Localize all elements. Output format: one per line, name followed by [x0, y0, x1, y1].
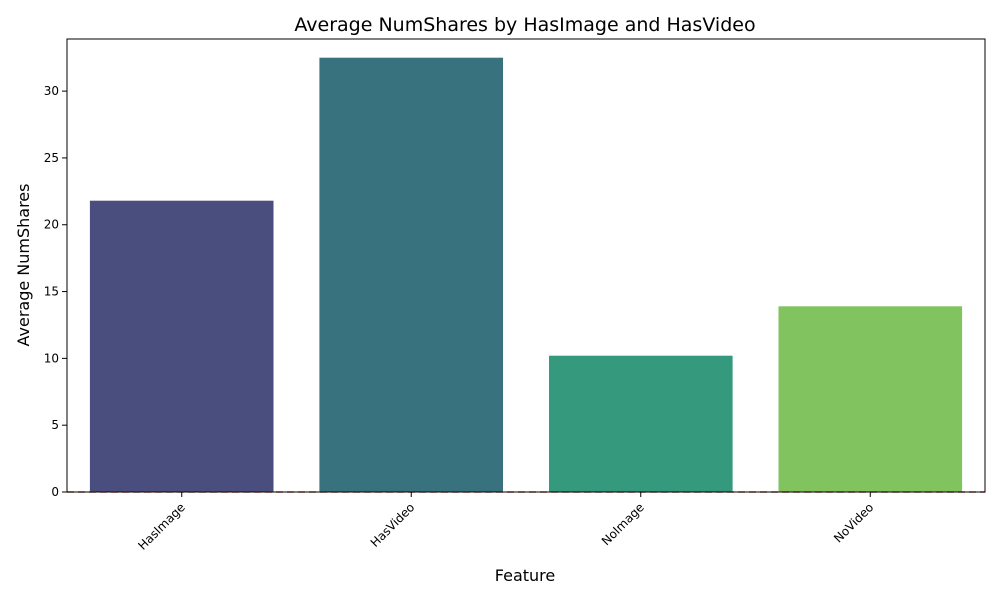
y-tick-label: 25	[44, 151, 59, 165]
y-tick-label: 10	[44, 351, 59, 365]
y-axis-title: Average NumShares	[14, 184, 33, 347]
bar-hasimage	[89, 200, 274, 492]
y-tick-label: 5	[51, 418, 59, 432]
x-tick-label-noimage: NoImage	[599, 500, 647, 548]
chart-title: Average NumShares by HasImage and HasVid…	[294, 14, 755, 36]
bar-noimage	[549, 355, 733, 492]
plot-frame	[66, 38, 986, 493]
x-tick-label-hasimage: HasImage	[135, 500, 187, 552]
x-tick-label-hasvideo: HasVideo	[368, 500, 418, 550]
y-tick-label: 30	[44, 84, 59, 98]
bars-layer	[89, 57, 963, 492]
bar-hasvideo	[319, 57, 503, 492]
x-axis-title: Feature	[495, 566, 555, 585]
y-tick-label: 15	[44, 285, 59, 299]
x-tick-label-novideo: NoVideo	[831, 500, 876, 545]
y-tick-label: 20	[44, 218, 59, 232]
y-tick-label: 0	[51, 485, 59, 499]
bar-novideo	[778, 306, 963, 492]
